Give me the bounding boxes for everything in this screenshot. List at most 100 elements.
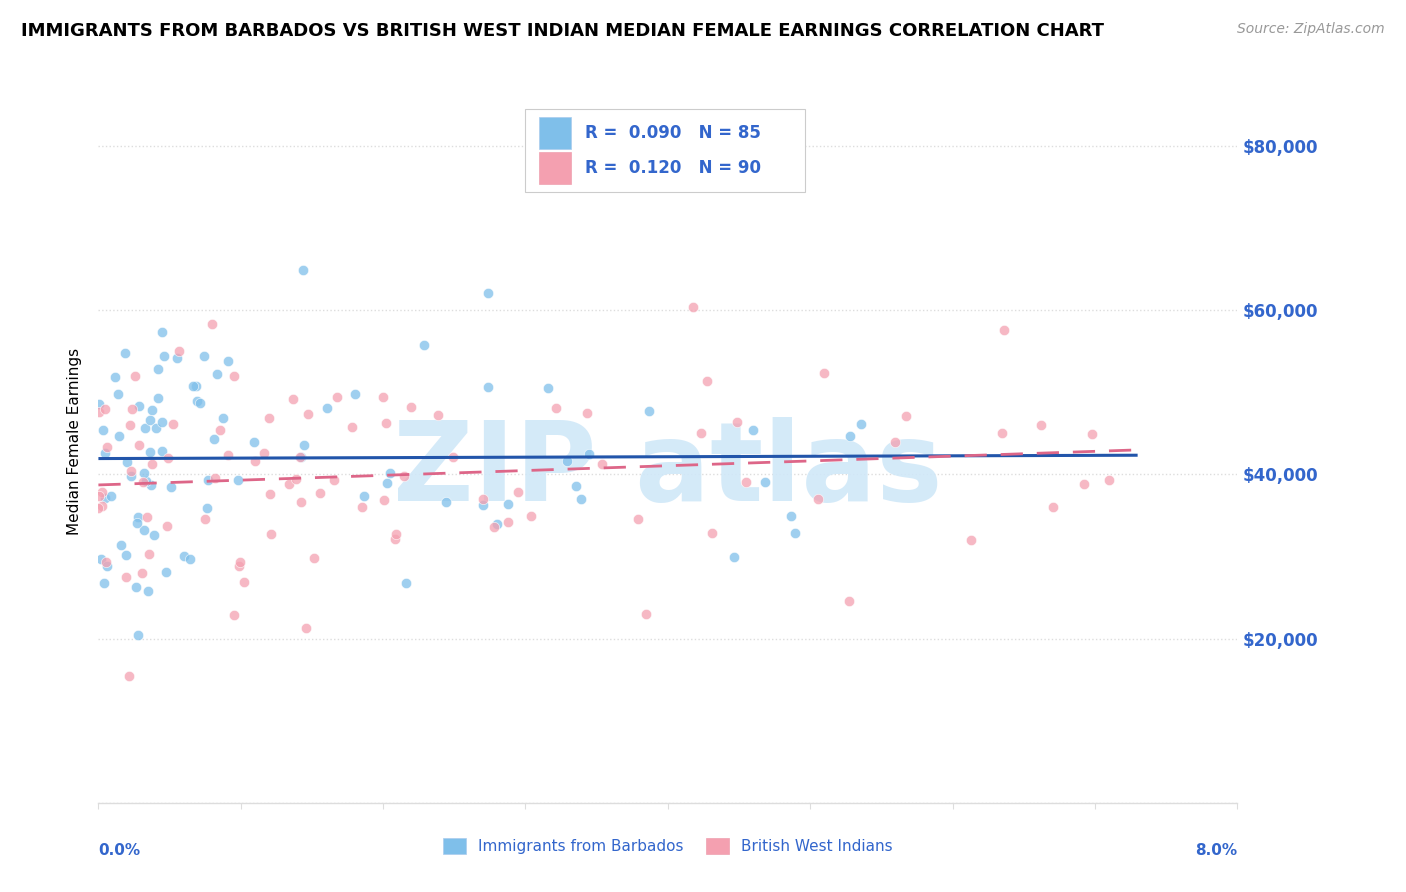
Point — [153, 349, 176, 363]
Point — [141, 402, 163, 417]
Point — [217, 354, 239, 368]
Point — [399, 400, 422, 414]
Point — [139, 413, 162, 427]
Point — [104, 370, 127, 384]
Point — [591, 457, 613, 471]
Point — [702, 526, 724, 541]
Point — [290, 450, 312, 464]
Point — [371, 390, 394, 404]
Point — [131, 566, 153, 581]
Point — [735, 475, 758, 489]
Point — [157, 451, 180, 466]
Point — [290, 495, 312, 509]
Point — [107, 387, 129, 401]
Text: ZIP atlas: ZIP atlas — [394, 417, 942, 524]
Point — [638, 404, 661, 418]
Point — [990, 425, 1012, 440]
Point — [91, 485, 114, 500]
Point — [288, 450, 311, 464]
Point — [896, 409, 918, 424]
Point — [413, 338, 436, 352]
Point — [197, 473, 219, 487]
Point — [128, 437, 150, 451]
Point — [94, 445, 117, 459]
Point — [134, 466, 156, 480]
Point — [564, 478, 586, 492]
Point — [96, 559, 118, 574]
Point — [186, 393, 208, 408]
Text: R =  0.120   N = 90: R = 0.120 N = 90 — [585, 159, 761, 177]
Point — [217, 448, 239, 462]
Point — [162, 417, 184, 432]
Point — [783, 526, 806, 541]
Point — [309, 486, 332, 500]
Point — [146, 362, 169, 376]
Point — [292, 438, 315, 452]
Point — [94, 491, 117, 505]
Point — [959, 533, 981, 548]
Point — [200, 317, 222, 331]
Point — [179, 552, 201, 566]
Point — [114, 346, 136, 360]
Point — [155, 565, 177, 579]
Point — [395, 575, 418, 590]
Point — [742, 423, 765, 437]
Point — [1098, 474, 1121, 488]
Point — [115, 570, 138, 584]
Point — [496, 515, 519, 529]
Point — [224, 607, 246, 622]
Point — [141, 457, 163, 471]
Point — [89, 405, 111, 419]
Point — [204, 471, 226, 485]
Point — [87, 397, 110, 411]
Point — [135, 475, 157, 489]
Legend: Immigrants from Barbados, British West Indians: Immigrants from Barbados, British West I… — [437, 832, 898, 860]
Point — [181, 378, 204, 392]
Point — [472, 498, 495, 512]
Point — [884, 434, 907, 449]
Point — [136, 510, 159, 524]
Point — [243, 435, 266, 450]
Bar — [526, 109, 804, 193]
Point — [128, 399, 150, 413]
Point — [626, 512, 648, 526]
Point — [188, 396, 211, 410]
Bar — [538, 152, 571, 184]
Point — [1073, 477, 1095, 491]
Point — [117, 455, 139, 469]
Point — [384, 532, 406, 546]
Point — [233, 574, 256, 589]
Point — [222, 369, 245, 384]
Point — [537, 381, 560, 395]
Point — [91, 423, 114, 437]
Point — [838, 594, 860, 608]
Point — [392, 469, 415, 483]
Point — [350, 500, 373, 514]
Point — [228, 559, 250, 574]
Point — [226, 473, 249, 487]
Point — [134, 421, 156, 435]
Point — [195, 500, 218, 515]
Point — [1029, 417, 1052, 432]
Point — [807, 491, 830, 506]
Point — [578, 447, 600, 461]
Point — [434, 495, 457, 509]
Point — [754, 475, 776, 489]
Point — [184, 379, 207, 393]
Point — [482, 520, 505, 534]
Point — [297, 407, 319, 421]
Point — [813, 367, 835, 381]
Text: 8.0%: 8.0% — [1195, 843, 1237, 857]
Point — [555, 454, 578, 468]
Point — [520, 508, 543, 523]
Point — [169, 343, 191, 358]
Point — [727, 415, 749, 429]
Text: IMMIGRANTS FROM BARBADOS VS BRITISH WEST INDIAN MEDIAN FEMALE EARNINGS CORRELATI: IMMIGRANTS FROM BARBADOS VS BRITISH WEST… — [21, 22, 1104, 40]
Point — [124, 368, 146, 383]
Point — [569, 492, 592, 507]
Point — [127, 628, 149, 642]
Point — [682, 300, 704, 314]
Point — [115, 548, 138, 562]
Point — [323, 473, 346, 487]
Point — [146, 391, 169, 405]
